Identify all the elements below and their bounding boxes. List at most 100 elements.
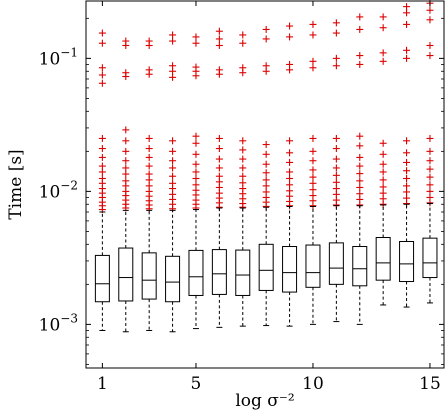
outlier-marker bbox=[286, 168, 294, 176]
outlier-marker bbox=[169, 179, 177, 187]
outlier-marker bbox=[145, 145, 153, 153]
outlier-marker bbox=[356, 132, 364, 140]
outlier-marker bbox=[379, 24, 387, 32]
outlier-marker bbox=[426, 181, 434, 189]
x-tick-label: 15 bbox=[419, 374, 441, 394]
box-iqr bbox=[94, 254, 110, 303]
y-tick-label: 10−3 bbox=[39, 311, 78, 335]
outlier-marker bbox=[192, 181, 200, 189]
outlier-marker bbox=[262, 62, 270, 70]
outlier-marker bbox=[192, 63, 200, 71]
box-iqr bbox=[399, 240, 415, 283]
outlier-marker bbox=[145, 66, 153, 74]
outlier-marker bbox=[356, 177, 364, 185]
outlier-marker bbox=[309, 192, 317, 200]
outlier-marker bbox=[98, 79, 106, 87]
outlier-marker bbox=[169, 31, 177, 39]
outlier-marker bbox=[356, 162, 364, 170]
outlier-marker bbox=[122, 164, 130, 172]
outlier-marker bbox=[356, 60, 364, 68]
outlier-marker bbox=[169, 157, 177, 165]
x-tick-label: 10 bbox=[302, 374, 324, 394]
outlier-marker bbox=[122, 126, 130, 134]
outlier-marker bbox=[309, 64, 317, 72]
box bbox=[352, 205, 368, 325]
outlier-marker bbox=[403, 9, 411, 17]
box bbox=[258, 206, 274, 327]
outlier-marker bbox=[403, 3, 411, 11]
outlier-marker bbox=[145, 162, 153, 170]
outlier-marker bbox=[262, 182, 270, 190]
outlier-marker bbox=[332, 185, 340, 193]
outlier-marker bbox=[145, 37, 153, 45]
outlier-marker bbox=[215, 35, 223, 43]
outlier-marker bbox=[169, 37, 177, 45]
y-tick-label: 10−1 bbox=[39, 45, 78, 69]
outlier-layer bbox=[98, 0, 434, 214]
outlier-marker bbox=[122, 147, 130, 155]
outlier-marker bbox=[286, 22, 294, 30]
outlier-marker bbox=[426, 16, 434, 24]
box bbox=[399, 203, 415, 308]
outlier-marker bbox=[403, 174, 411, 182]
outlier-marker bbox=[356, 183, 364, 191]
box bbox=[235, 207, 251, 327]
outlier-marker bbox=[403, 149, 411, 157]
outlier-marker bbox=[426, 187, 434, 195]
outlier-marker bbox=[122, 170, 130, 178]
outlier-marker bbox=[403, 188, 411, 196]
outlier-marker bbox=[98, 64, 106, 72]
outlier-marker bbox=[145, 182, 153, 190]
outlier-marker bbox=[239, 39, 247, 47]
box-iqr bbox=[305, 244, 321, 288]
outlier-marker bbox=[98, 168, 106, 176]
x-tick-label: 1 bbox=[97, 374, 108, 394]
outlier-marker bbox=[332, 134, 340, 142]
outlier-marker bbox=[98, 153, 106, 161]
box bbox=[141, 209, 157, 331]
outlier-marker bbox=[169, 62, 177, 70]
box-iqr bbox=[211, 249, 227, 295]
outlier-marker bbox=[286, 158, 294, 166]
outlier-marker bbox=[262, 141, 270, 149]
outlier-marker bbox=[192, 160, 200, 168]
outlier-marker bbox=[403, 158, 411, 166]
box bbox=[328, 205, 344, 323]
box-iqr bbox=[422, 237, 438, 279]
outlier-marker bbox=[309, 173, 317, 181]
outlier-marker bbox=[356, 52, 364, 60]
outlier-marker bbox=[192, 150, 200, 158]
outlier-marker bbox=[379, 49, 387, 57]
outlier-marker bbox=[239, 146, 247, 154]
outlier-marker bbox=[192, 39, 200, 47]
outlier-marker bbox=[122, 69, 130, 77]
outlier-marker bbox=[98, 162, 106, 170]
outlier-marker bbox=[403, 54, 411, 62]
outlier-marker bbox=[145, 176, 153, 184]
box-iqr bbox=[141, 252, 157, 300]
outlier-marker bbox=[239, 164, 247, 172]
outlier-marker bbox=[309, 166, 317, 174]
box-layer bbox=[94, 203, 438, 333]
outlier-marker bbox=[192, 168, 200, 176]
outlier-marker bbox=[215, 145, 223, 153]
outlier-marker bbox=[309, 31, 317, 39]
box-iqr bbox=[165, 255, 181, 303]
outlier-marker bbox=[192, 174, 200, 182]
outlier-marker bbox=[239, 137, 247, 145]
box bbox=[211, 207, 227, 328]
outlier-marker bbox=[309, 57, 317, 65]
outlier-marker bbox=[98, 134, 106, 142]
outlier-marker bbox=[332, 145, 340, 153]
outlier-marker bbox=[98, 71, 106, 79]
box-iqr bbox=[375, 237, 391, 281]
outlier-marker bbox=[426, 41, 434, 49]
outlier-marker bbox=[379, 13, 387, 21]
outlier-marker bbox=[332, 19, 340, 27]
outlier-marker bbox=[426, 147, 434, 155]
outlier-marker bbox=[262, 35, 270, 43]
outlier-marker bbox=[215, 164, 223, 172]
outlier-marker bbox=[356, 170, 364, 178]
box-iqr bbox=[352, 246, 368, 287]
